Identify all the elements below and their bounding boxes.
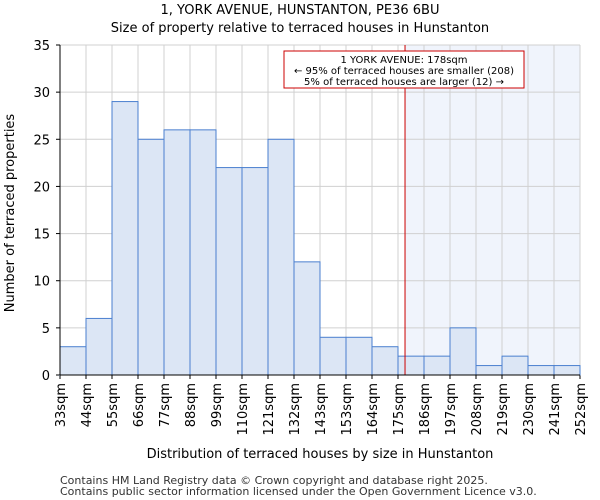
x-tick-label: 44sqm	[80, 383, 95, 427]
bar	[163, 129, 191, 376]
bar	[449, 327, 477, 376]
histogram-chart: 1, YORK AVENUE, HUNSTANTON, PE36 6BU Siz…	[3, 3, 589, 462]
bar	[371, 346, 399, 376]
y-tick-label: 15	[33, 228, 50, 243]
bar	[501, 355, 529, 376]
annotation-line: 5% of terraced houses are larger (12) →	[304, 77, 504, 88]
chart-title: 1, YORK AVENUE, HUNSTANTON, PE36 6BU	[161, 3, 440, 18]
x-tick-label: 197sqm	[444, 383, 459, 436]
bar	[59, 346, 87, 376]
bar	[111, 101, 139, 376]
x-tick-label: 121sqm	[262, 383, 277, 436]
bar	[189, 129, 217, 376]
x-tick-label: 143sqm	[314, 383, 329, 436]
bar	[423, 355, 451, 376]
bar	[137, 138, 165, 376]
annotation-box	[283, 50, 525, 89]
x-tick-label: 208sqm	[470, 383, 485, 436]
x-tick-label: 164sqm	[366, 383, 381, 436]
x-tick-label: 153sqm	[340, 383, 355, 436]
x-tick-label: 230sqm	[522, 383, 537, 436]
x-tick-label: 77sqm	[158, 383, 173, 427]
footer-line-2: Contains public sector information licen…	[60, 485, 537, 498]
bar	[293, 261, 321, 376]
chart-subtitle: Size of property relative to terraced ho…	[111, 21, 489, 36]
bar	[527, 365, 555, 376]
y-axis-label: Number of terraced properties	[3, 114, 18, 313]
y-tick-label: 30	[33, 86, 50, 101]
x-tick-label: 252sqm	[574, 383, 589, 436]
y-tick-label: 35	[33, 39, 50, 54]
x-tick-label: 88sqm	[184, 383, 199, 427]
x-tick-label: 175sqm	[392, 383, 407, 436]
x-axis-label: Distribution of terraced houses by size …	[147, 447, 494, 462]
y-tick-label: 20	[33, 180, 50, 195]
y-tick-label: 10	[33, 275, 50, 290]
x-tick-label: 55sqm	[106, 383, 121, 427]
bar	[345, 336, 373, 376]
bar	[475, 365, 503, 376]
x-tick-label: 110sqm	[236, 383, 251, 436]
bar	[85, 317, 113, 376]
x-tick-label: 33sqm	[54, 383, 69, 427]
bar	[319, 336, 347, 376]
bar	[267, 138, 295, 376]
x-tick-label: 132sqm	[288, 383, 303, 436]
x-tick-label: 241sqm	[548, 383, 563, 436]
x-tick-label: 99sqm	[210, 383, 225, 427]
x-tick-label: 66sqm	[132, 383, 147, 427]
y-tick-label: 25	[33, 133, 50, 148]
footer-line-1: Contains HM Land Registry data © Crown c…	[60, 474, 488, 487]
y-tick-label: 5	[42, 322, 50, 337]
annotation-line: 1 YORK AVENUE: 178sqm	[340, 55, 467, 66]
x-tick-label: 186sqm	[418, 383, 433, 436]
bar	[553, 365, 581, 376]
annotation-line: ← 95% of terraced houses are smaller (20…	[294, 66, 514, 77]
x-tick-label: 219sqm	[496, 383, 511, 436]
bar	[215, 167, 243, 376]
y-tick-label: 0	[42, 369, 50, 384]
highlight-region	[405, 45, 580, 375]
bar	[397, 355, 425, 376]
bar	[241, 167, 269, 376]
